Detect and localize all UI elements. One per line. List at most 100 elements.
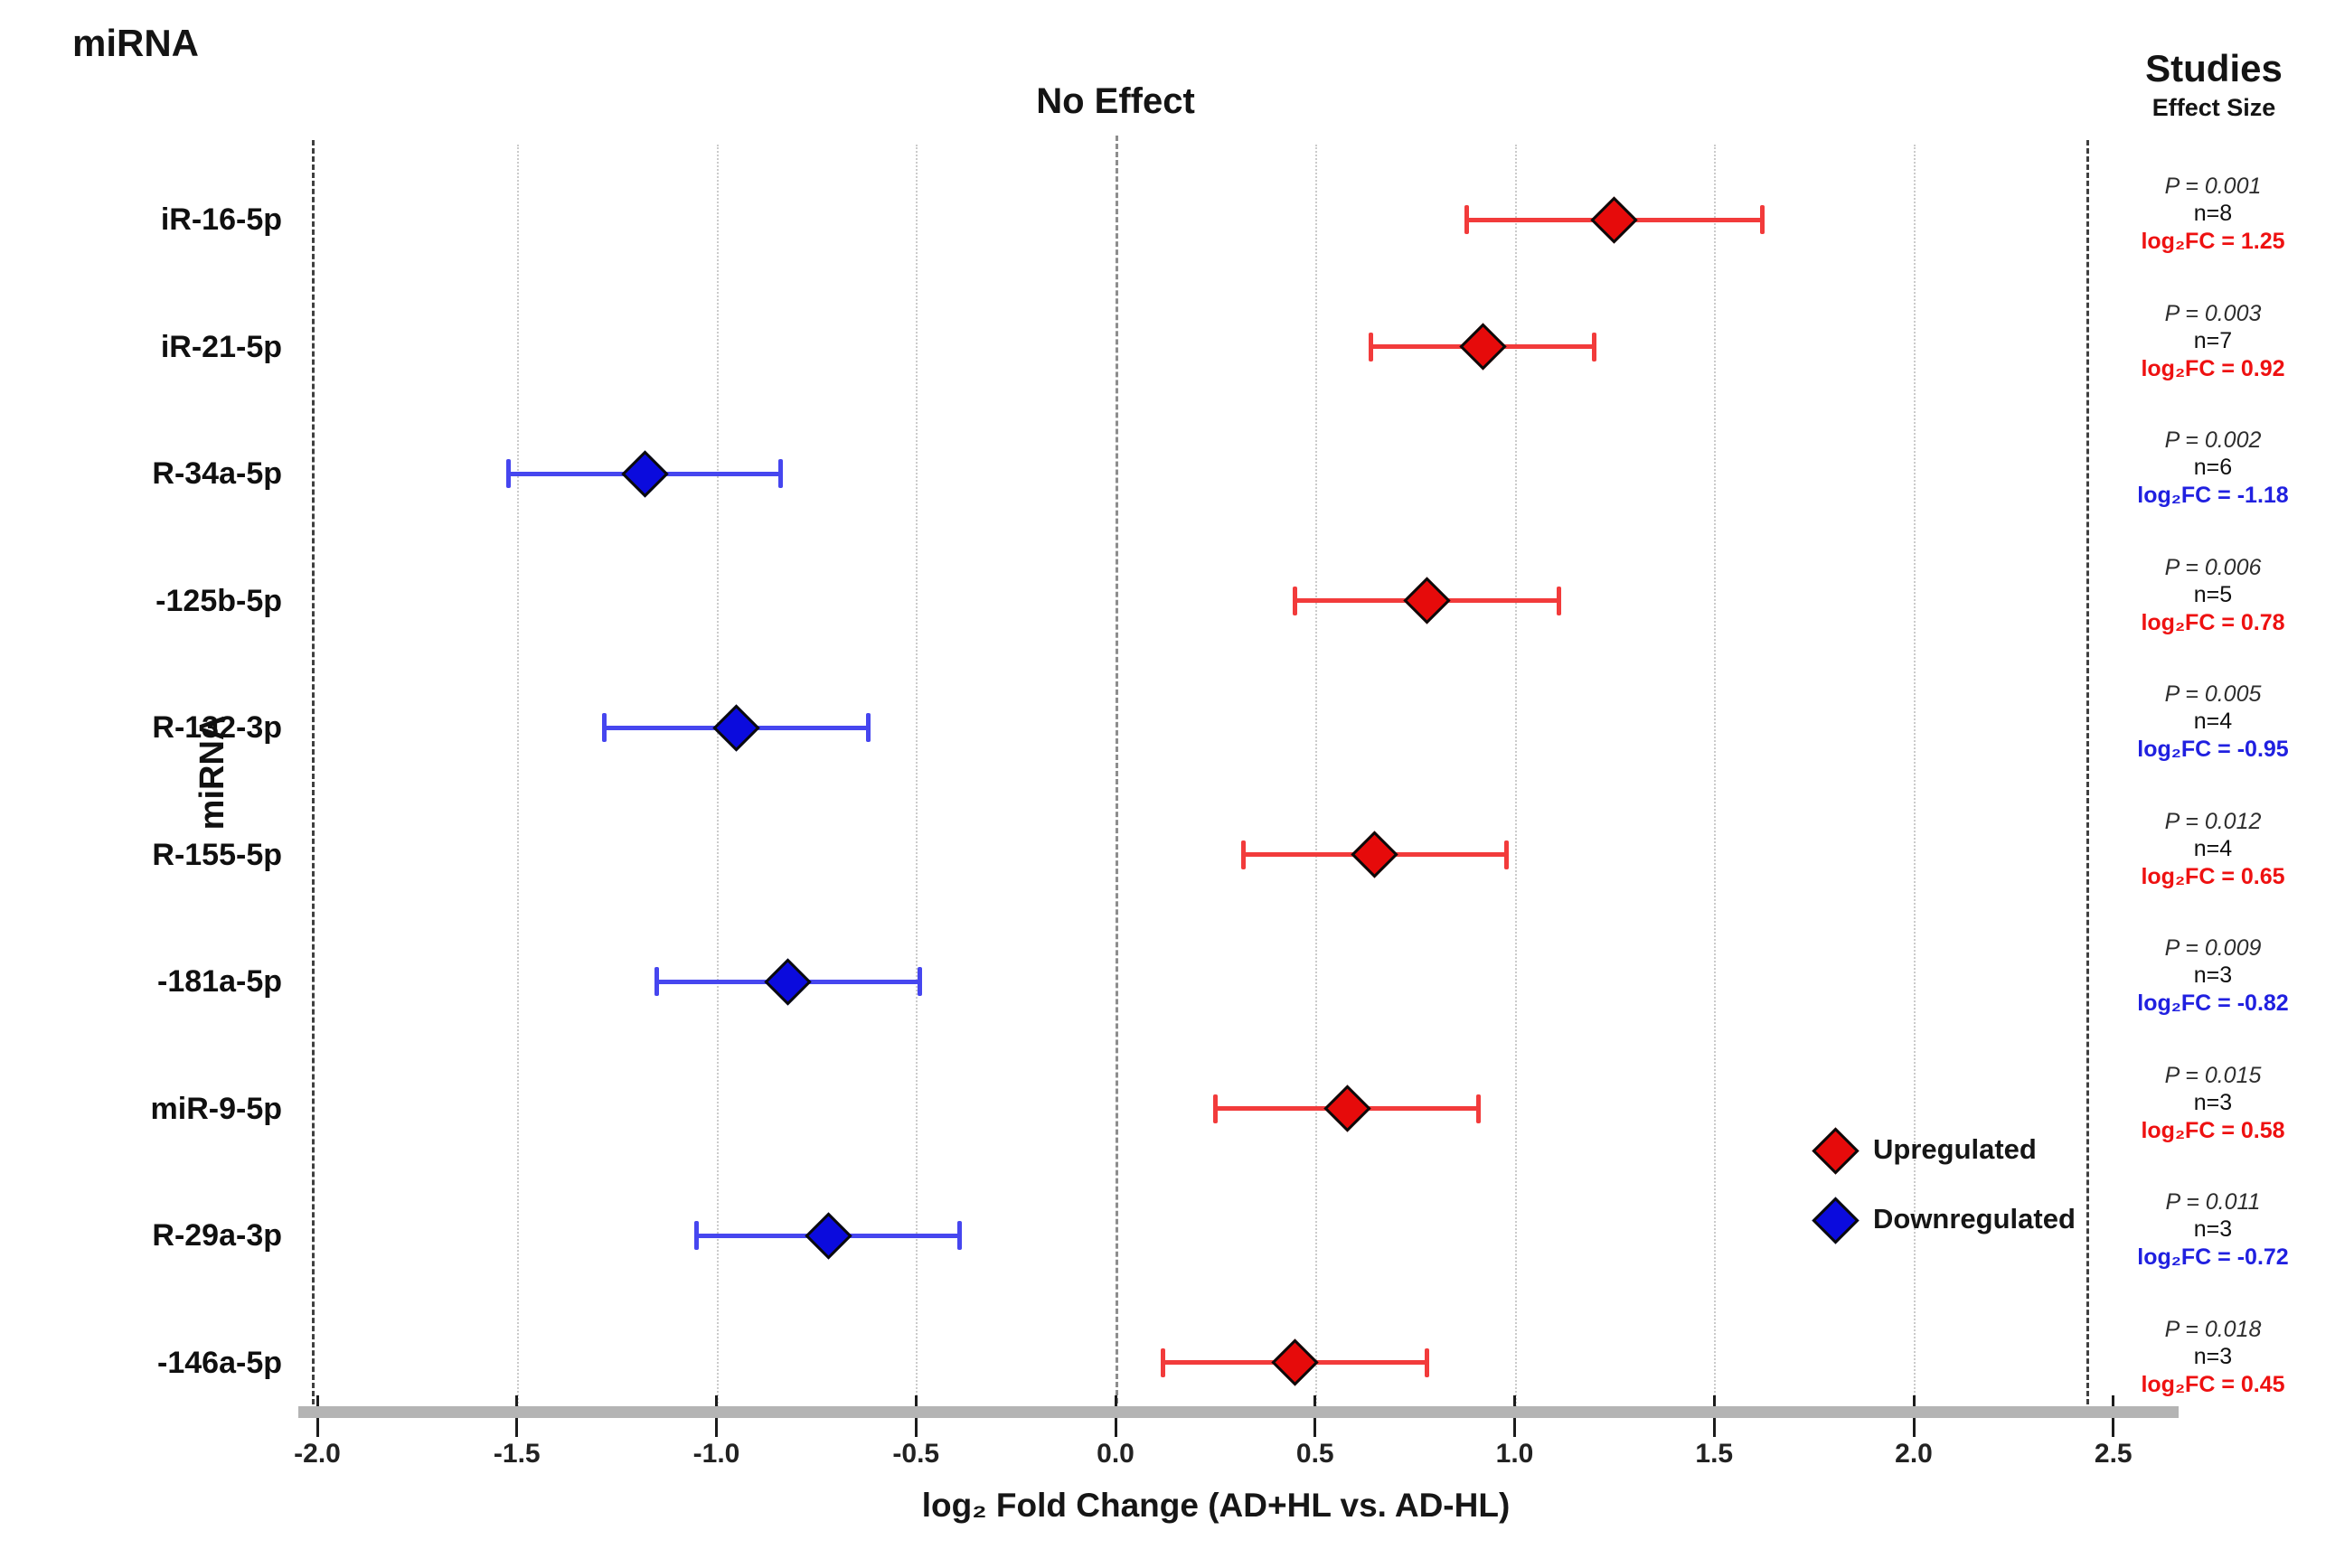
- error-bar-cap-left: [602, 713, 607, 743]
- error-bar-cap-left: [1212, 1094, 1218, 1123]
- p-value: P = 0.002: [2164, 427, 2262, 454]
- fc-value: log₂FC = 1.25: [2141, 229, 2285, 254]
- error-bar-cap-right: [865, 713, 871, 743]
- error-bar-cap-right: [777, 459, 783, 489]
- error-bar-cap-right: [1476, 1094, 1482, 1123]
- error-bar-cap-right: [957, 1221, 963, 1251]
- p-value: P = 0.011: [2165, 1189, 2261, 1216]
- diamond-marker: [1323, 1084, 1371, 1133]
- grid-line: [1714, 145, 1717, 1410]
- error-bar-cap-left: [506, 459, 512, 489]
- n-value: n=3: [2193, 962, 2233, 989]
- mirna-label: -181a-5p: [157, 964, 282, 1000]
- error-bar-cap-left: [1161, 1347, 1166, 1377]
- x-axis-line: [298, 1406, 2179, 1418]
- x-axis-tick-label: 2.5: [2094, 1439, 2133, 1469]
- diamond-marker: [620, 449, 669, 498]
- diamond-marker: [764, 958, 813, 1006]
- p-value: P = 0.012: [2164, 808, 2262, 834]
- grid-line: [716, 145, 719, 1410]
- x-axis-tick-label: -0.5: [892, 1439, 940, 1469]
- mirna-label: miR-9-5p: [150, 1091, 282, 1126]
- grid-line: [516, 145, 519, 1410]
- legend-label: Downregulated: [1873, 1203, 2076, 1235]
- error-bar-cap-left: [654, 967, 659, 997]
- fc-value: log₂FC = -0.82: [2137, 991, 2289, 1017]
- x-axis-tick-label: 0.5: [1295, 1439, 1334, 1469]
- error-bar-cap-left: [1293, 586, 1298, 615]
- error-bar-cap-right: [1424, 1347, 1429, 1377]
- n-value: n=3: [2193, 1216, 2233, 1243]
- n-value: n=3: [2193, 1089, 2233, 1115]
- studies-column-header: Studies: [2145, 47, 2283, 89]
- p-value: P = 0.003: [2164, 300, 2262, 326]
- diamond-marker: [1459, 323, 1507, 371]
- n-value: n=5: [2193, 581, 2233, 607]
- x-axis-tick-label: 2.0: [1895, 1439, 1933, 1469]
- fc-value: log₂FC = 0.92: [2141, 355, 2285, 381]
- plot-title: No Effect: [1036, 81, 1195, 121]
- diamond-marker: [804, 1212, 852, 1260]
- error-bar-cap-right: [1504, 840, 1510, 869]
- error-bar-cap-right: [1759, 205, 1765, 234]
- x-axis-title: log₂ Fold Change (AD+HL vs. AD-HL): [921, 1487, 1511, 1524]
- panel-right-border: [2086, 140, 2089, 1413]
- grid-line: [1914, 145, 1916, 1410]
- x-axis-tick-label: -1.5: [493, 1439, 541, 1469]
- mirna-label: -146a-5p: [157, 1345, 282, 1380]
- p-value: P = 0.005: [2164, 681, 2262, 708]
- legend-diamond-icon: [1812, 1127, 1860, 1175]
- fc-value: log₂FC = -0.95: [2137, 737, 2289, 763]
- legend-label: Upregulated: [1873, 1133, 2037, 1165]
- x-axis-tick-label: 1.5: [1695, 1439, 1734, 1469]
- error-bar-cap-left: [693, 1221, 699, 1251]
- p-value: P = 0.006: [2164, 554, 2262, 580]
- legend-diamond-icon: [1812, 1197, 1860, 1244]
- mirna-label: iR-21-5p: [160, 329, 282, 364]
- n-value: n=6: [2193, 455, 2233, 481]
- error-bar-cap-right: [918, 967, 923, 997]
- diamond-marker: [1590, 195, 1639, 244]
- p-value: P = 0.018: [2164, 1316, 2262, 1342]
- error-bar-cap-left: [1240, 840, 1246, 869]
- panel-left-border: [312, 140, 315, 1413]
- n-value: n=4: [2193, 835, 2233, 861]
- diamond-marker: [1351, 831, 1399, 878]
- mirna-column-header: miRNA: [72, 22, 200, 64]
- fc-value: log₂FC = 0.45: [2141, 1371, 2285, 1397]
- mirna-label: R-155-5p: [152, 837, 282, 872]
- error-bar-cap-right: [1556, 586, 1561, 615]
- mirna-label: iR-16-5p: [160, 202, 282, 237]
- grid-line: [1314, 145, 1317, 1410]
- p-value: P = 0.001: [2164, 174, 2262, 199]
- n-value: n=7: [2193, 327, 2233, 353]
- n-value: n=4: [2193, 709, 2233, 735]
- fc-value: log₂FC = -1.18: [2137, 483, 2289, 509]
- fc-value: log₂FC = 0.65: [2141, 863, 2285, 889]
- x-axis-tick-label: 1.0: [1495, 1439, 1534, 1469]
- mirna-label: -125b-5p: [155, 583, 282, 618]
- x-axis-tick-label: -1.0: [692, 1439, 740, 1469]
- n-value: n=8: [2193, 201, 2233, 226]
- fc-value: log₂FC = -0.72: [2137, 1244, 2289, 1271]
- n-value: n=3: [2193, 1343, 2233, 1369]
- diamond-marker: [1271, 1338, 1319, 1387]
- error-bar-cap-left: [1369, 332, 1374, 361]
- fc-value: log₂FC = 0.58: [2141, 1117, 2285, 1143]
- grid-line: [1514, 145, 1517, 1410]
- x-axis-tick-label: -2.0: [294, 1439, 341, 1469]
- p-value: P = 0.009: [2164, 935, 2262, 962]
- effect-size-subheader: Effect Size: [2151, 94, 2276, 121]
- zero-reference-line: [1116, 136, 1118, 1412]
- p-value: P = 0.015: [2164, 1062, 2262, 1088]
- mirna-label: R-34a-5p: [152, 456, 282, 492]
- fc-value: log₂FC = 0.78: [2141, 609, 2285, 635]
- x-axis-tick-label: 0.0: [1097, 1439, 1135, 1469]
- mirna-label: R-132-3p: [152, 710, 282, 746]
- error-bar-cap-right: [1592, 332, 1597, 361]
- mirna-label: R-29a-3p: [152, 1218, 282, 1253]
- error-bar-cap-left: [1464, 205, 1470, 234]
- grid-line: [916, 145, 918, 1410]
- diamond-marker: [1403, 577, 1451, 624]
